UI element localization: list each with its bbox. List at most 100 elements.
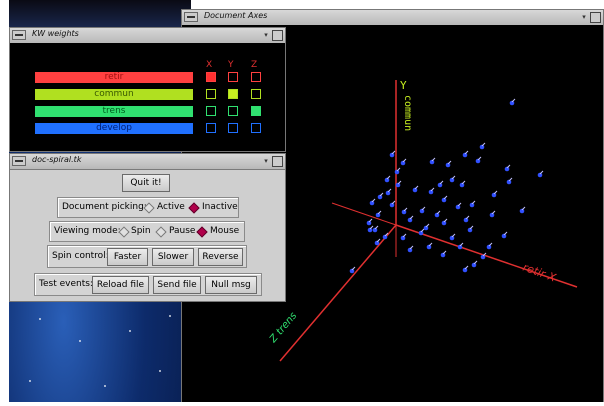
document-point-tick [491, 210, 496, 215]
viewing-mode-panel: Viewing mode: Spin Pause Mouse [49, 221, 245, 242]
window-menu-icon[interactable] [12, 30, 26, 40]
document-point [434, 212, 440, 218]
document-point [407, 247, 413, 253]
kw-weight-box-develop-y[interactable] [228, 123, 238, 133]
picking-active-label[interactable]: Active [157, 202, 185, 212]
document-point-tick [477, 156, 482, 161]
document-point-tick [439, 180, 444, 185]
document-point-tick [488, 242, 493, 247]
minimize-icon[interactable]: ▾ [582, 13, 586, 21]
document-point-tick [482, 252, 487, 257]
kw-bar-retir[interactable]: retir [35, 72, 193, 83]
document-point-tick [503, 231, 508, 236]
quit-button[interactable]: Quit it! [122, 174, 170, 192]
document-point-tick [461, 180, 466, 185]
viewing-mouse-radio[interactable] [196, 226, 208, 238]
axis-y-term: commun [402, 95, 413, 131]
viewing-spin-label[interactable]: Spin [131, 226, 151, 236]
kw-weight-box-commun-y[interactable] [228, 89, 238, 99]
doc-spiral-window[interactable]: doc-spiral.tk ▾ Quit it! Document pickin… [9, 153, 286, 302]
document-point [462, 267, 468, 273]
document-point-tick [443, 218, 448, 223]
viewing-pause-label[interactable]: Pause [169, 226, 196, 236]
slower-button[interactable]: Slower [152, 248, 194, 266]
reverse-button[interactable]: Reverse [198, 248, 243, 266]
kw-weight-box-trens-x[interactable] [206, 106, 216, 116]
maximize-icon[interactable] [590, 12, 601, 23]
kw-bar-trens[interactable]: trens [35, 106, 193, 117]
kw-weight-box-retir-y[interactable] [228, 72, 238, 82]
document-point [437, 182, 443, 188]
document-point [501, 233, 507, 239]
document-point-tick [371, 198, 376, 203]
kw-weight-box-retir-z[interactable] [251, 72, 261, 82]
document-point [469, 202, 475, 208]
picking-inactive-label[interactable]: Inactive [202, 202, 238, 212]
document-points [349, 98, 544, 274]
kw-weight-box-commun-z[interactable] [251, 89, 261, 99]
send-file-button[interactable]: Send file [153, 276, 201, 294]
document-point [389, 152, 395, 158]
document-point [412, 187, 418, 193]
kw-bar-commun[interactable]: commun [35, 89, 193, 100]
axis-x-label: retir X [521, 261, 558, 285]
kw-weight-box-trens-z[interactable] [251, 106, 261, 116]
document-point [401, 209, 407, 215]
document-point-tick [386, 175, 391, 180]
test-events-panel: Test events: Reload file Send file Null … [34, 273, 262, 296]
document-point [449, 177, 455, 183]
kw-header-z: Z [251, 60, 258, 70]
maximize-icon[interactable] [272, 30, 283, 41]
kw-header-y: Y [228, 60, 234, 70]
document-point [457, 244, 463, 250]
kw-weight-box-retir-x[interactable] [206, 72, 216, 82]
faster-button[interactable]: Faster [107, 248, 148, 266]
viewing-pause-radio[interactable] [155, 226, 167, 238]
document-point [504, 166, 510, 172]
document-point-tick [451, 233, 456, 238]
document-point [423, 225, 429, 231]
minimize-icon[interactable]: ▾ [264, 31, 268, 39]
document-point [459, 182, 465, 188]
document-point [372, 227, 378, 233]
document-point-tick [421, 206, 426, 211]
window-menu-icon[interactable] [12, 156, 26, 166]
null-msg-button[interactable]: Null msg [205, 276, 257, 294]
document-point-tick [420, 228, 425, 233]
window-menu-icon[interactable] [184, 12, 198, 22]
document-point-tick [369, 225, 374, 230]
picking-inactive-radio[interactable] [188, 202, 200, 214]
document-point [394, 169, 400, 175]
maximize-icon[interactable] [272, 156, 283, 167]
document-point [441, 220, 447, 226]
axes-titlebar[interactable]: Document Axes ▾ [182, 10, 603, 26]
document-point-tick [469, 225, 474, 230]
document-point-tick [493, 190, 498, 195]
document-point-tick [409, 215, 414, 220]
kw-weight-box-commun-x[interactable] [206, 89, 216, 99]
kw-weights-window[interactable]: KW weights ▾ X Y Z retir commun trens devel… [9, 27, 286, 152]
kw-titlebar[interactable]: KW weights ▾ [10, 28, 285, 44]
document-point [349, 268, 355, 274]
spiral-titlebar[interactable]: doc-spiral.tk ▾ [10, 154, 285, 170]
document-point [382, 234, 388, 240]
document-point-tick [403, 207, 408, 212]
document-point [440, 252, 446, 258]
document-point-tick [442, 250, 447, 255]
axes-svg: Y commun retir X Z trens [267, 79, 578, 362]
kw-bar-develop[interactable]: develop [35, 123, 193, 134]
document-point-tick [414, 185, 419, 190]
document-point [471, 262, 477, 268]
viewing-mouse-label[interactable]: Mouse [210, 226, 240, 236]
document-point-tick [376, 238, 381, 243]
kw-weight-box-develop-z[interactable] [251, 123, 261, 133]
document-point [400, 160, 406, 166]
document-point [455, 204, 461, 210]
kw-weight-box-trens-y[interactable] [228, 106, 238, 116]
document-point-tick [471, 200, 476, 205]
kw-weight-box-develop-x[interactable] [206, 123, 216, 133]
minimize-icon[interactable]: ▾ [264, 157, 268, 165]
document-point [491, 192, 497, 198]
reload-file-button[interactable]: Reload file [92, 276, 149, 294]
document-point-tick [457, 202, 462, 207]
